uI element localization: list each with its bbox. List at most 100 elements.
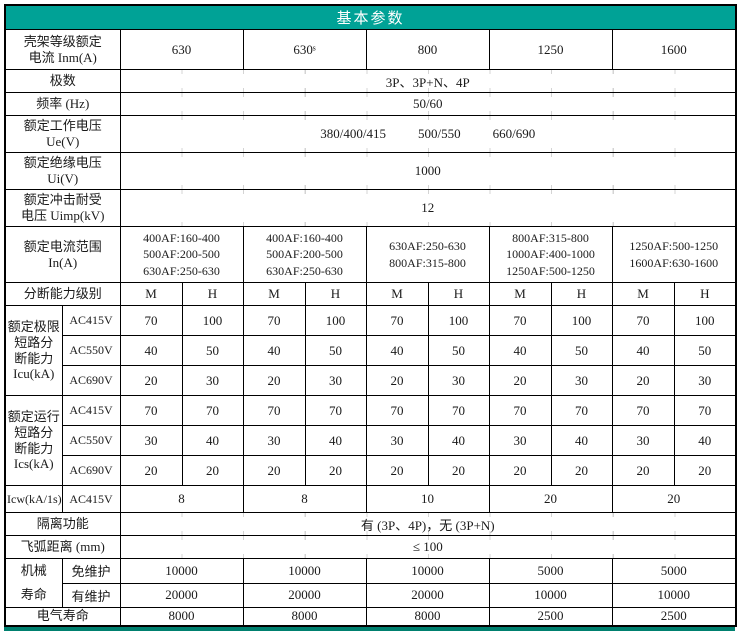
isolation-value: 有 (3P、4P)，无 (3P+N) (119, 512, 737, 536)
ics-cell: 70 (488, 395, 552, 426)
icw-cell: 20 (611, 485, 737, 513)
frame-current-row: 壳架等级额定 电流 Inm(A) 630 630ˢ 800 1250 1600 (4, 29, 737, 70)
elec-life-cell: 8000 (119, 607, 244, 627)
ics-cell: 40 (427, 425, 490, 456)
class-cell: M (119, 282, 183, 306)
icu-cell: 40 (488, 335, 552, 366)
mech-life-sub: 有维护 (61, 582, 121, 609)
row-label-mech-life: 机械 寿命 (4, 557, 63, 609)
ics-voltage: AC550V (61, 425, 121, 456)
icu-cell: 100 (181, 305, 244, 336)
class-cell: H (673, 282, 737, 306)
class-cell: H (550, 282, 613, 306)
ue-value: 380/400/415 (320, 126, 386, 141)
row-label-frequency: 频率 (Hz) (4, 92, 121, 116)
icw-cell: 10 (365, 485, 490, 513)
current-range-cell: 400AF:160-400 500AF:200-500 630AF:250-63… (242, 226, 367, 283)
icu-cell: 70 (242, 305, 306, 336)
icu-cell: 30 (304, 365, 367, 396)
current-range-cell: 800AF:315-800 1000AF:400-1000 1250AF:500… (488, 226, 613, 283)
ics-cell: 20 (304, 455, 367, 486)
ics-cell: 70 (673, 395, 737, 426)
ui-row: 额定绝缘电压 Ui(V) 1000 (4, 152, 737, 190)
poles-row: 极数 3P、3P+N、4P (4, 69, 737, 93)
icu-cell: 50 (181, 335, 244, 366)
ics-cell: 70 (365, 395, 429, 426)
class-cell: M (611, 282, 675, 306)
arc-distance-value: ≤ 100 (119, 535, 737, 559)
ics-row-ac415: 额定运行 短路分 断能力 Ics(kA) AC415V 70 70 70 70 … (4, 395, 737, 486)
ics-cell: 30 (365, 425, 429, 456)
ics-cell: 20 (242, 455, 306, 486)
row-label-arc-distance: 飞弧距离 (mm) (4, 535, 121, 559)
row-label-icu: 额定极限 短路分 断能力 Icu(kA) (4, 305, 63, 396)
elec-life-cell: 8000 (365, 607, 490, 627)
ics-row-ac690: AC690V 20 20 20 20 20 20 20 20 20 20 (5, 455, 737, 486)
mech-life-cell: 10000 (488, 582, 613, 609)
icu-cell: 20 (119, 365, 183, 396)
icw-voltage: AC415V (61, 485, 121, 513)
elec-life-cell: 2500 (611, 607, 737, 627)
icu-cell: 70 (365, 305, 429, 336)
ics-voltage: AC690V (61, 455, 121, 486)
icu-row-ac550: AC550V 40 50 40 50 40 50 40 50 40 50 (5, 335, 737, 366)
ui-value: 1000 (119, 152, 737, 190)
ics-cell: 40 (550, 425, 613, 456)
frequency-row: 频率 (Hz) 50/60 (4, 92, 737, 116)
icu-cell: 100 (673, 305, 737, 336)
ics-cell: 30 (488, 425, 552, 456)
icu-voltage: AC415V (61, 305, 121, 336)
row-label-elec-life: 电气寿命 (4, 607, 121, 627)
icu-cell: 40 (242, 335, 306, 366)
mech-life-cell: 20000 (119, 582, 244, 609)
icu-cell: 50 (673, 335, 737, 366)
ue-value: 660/690 (492, 126, 536, 141)
class-cell: M (488, 282, 552, 306)
mech-life-cell: 10000 (242, 558, 367, 584)
elec-life-row: 电气寿命 8000 8000 8000 2500 2500 (4, 607, 737, 627)
icu-cell: 70 (119, 305, 183, 336)
icu-cell: 30 (550, 365, 613, 396)
row-label-ics: 额定运行 短路分 断能力 Ics(kA) (4, 395, 63, 486)
icw-row: Icw(kA/1s) AC415V 8 8 10 20 20 (4, 485, 737, 513)
parameters-table: 基本参数 壳架等级额定 电流 Inm(A) 630 630ˢ 800 1250 … (4, 4, 738, 627)
ics-cell: 40 (181, 425, 244, 456)
ics-cell: 70 (242, 395, 306, 426)
ics-cell: 20 (550, 455, 613, 486)
row-label-ue: 额定工作电压 Ue(V) (4, 115, 121, 153)
ue-value: 500/550 (418, 126, 461, 141)
elec-life-cell: 8000 (242, 607, 367, 627)
icu-cell: 30 (181, 365, 244, 396)
ics-cell: 70 (550, 395, 613, 426)
row-label-current-range: 额定电流范围 In(A) (4, 226, 121, 283)
ics-cell: 70 (304, 395, 367, 426)
icu-cell: 100 (304, 305, 367, 336)
icu-cell: 20 (242, 365, 306, 396)
ics-cell: 20 (119, 455, 183, 486)
class-cell: H (427, 282, 490, 306)
current-range-row: 额定电流范围 In(A) 400AF:160-400 500AF:200-500… (4, 226, 737, 283)
class-cell: M (242, 282, 306, 306)
frame-current-value: 630 (119, 29, 244, 70)
mech-life-cell: 5000 (488, 558, 613, 584)
current-range-cell: 630AF:250-630 800AF:315-800 (365, 226, 490, 283)
icu-cell: 50 (427, 335, 490, 366)
icu-voltage: AC550V (61, 335, 121, 366)
isolation-row: 隔离功能 有 (3P、4P)，无 (3P+N) (4, 512, 737, 536)
ics-cell: 40 (673, 425, 737, 456)
row-label-isolation: 隔离功能 (4, 512, 121, 536)
row-label-poles: 极数 (4, 69, 121, 93)
ics-cell: 40 (304, 425, 367, 456)
frequency-value: 50/60 (119, 92, 737, 116)
ics-cell: 30 (611, 425, 675, 456)
mech-life-cell: 10000 (611, 582, 737, 609)
class-cell: M (365, 282, 429, 306)
ics-voltage: AC415V (61, 395, 121, 426)
current-range-cell: 400AF:160-400 500AF:200-500 630AF:250-63… (119, 226, 244, 283)
current-range-cell: 1250AF:500-1250 1600AF:630-1600 (611, 226, 737, 283)
ics-row-ac550: AC550V 30 40 30 40 30 40 30 40 30 40 (5, 425, 737, 456)
icu-cell: 30 (427, 365, 490, 396)
ics-cell: 70 (427, 395, 490, 426)
ue-values: 380/400/415 500/550 660/690 (119, 115, 737, 153)
icu-cell: 50 (304, 335, 367, 366)
